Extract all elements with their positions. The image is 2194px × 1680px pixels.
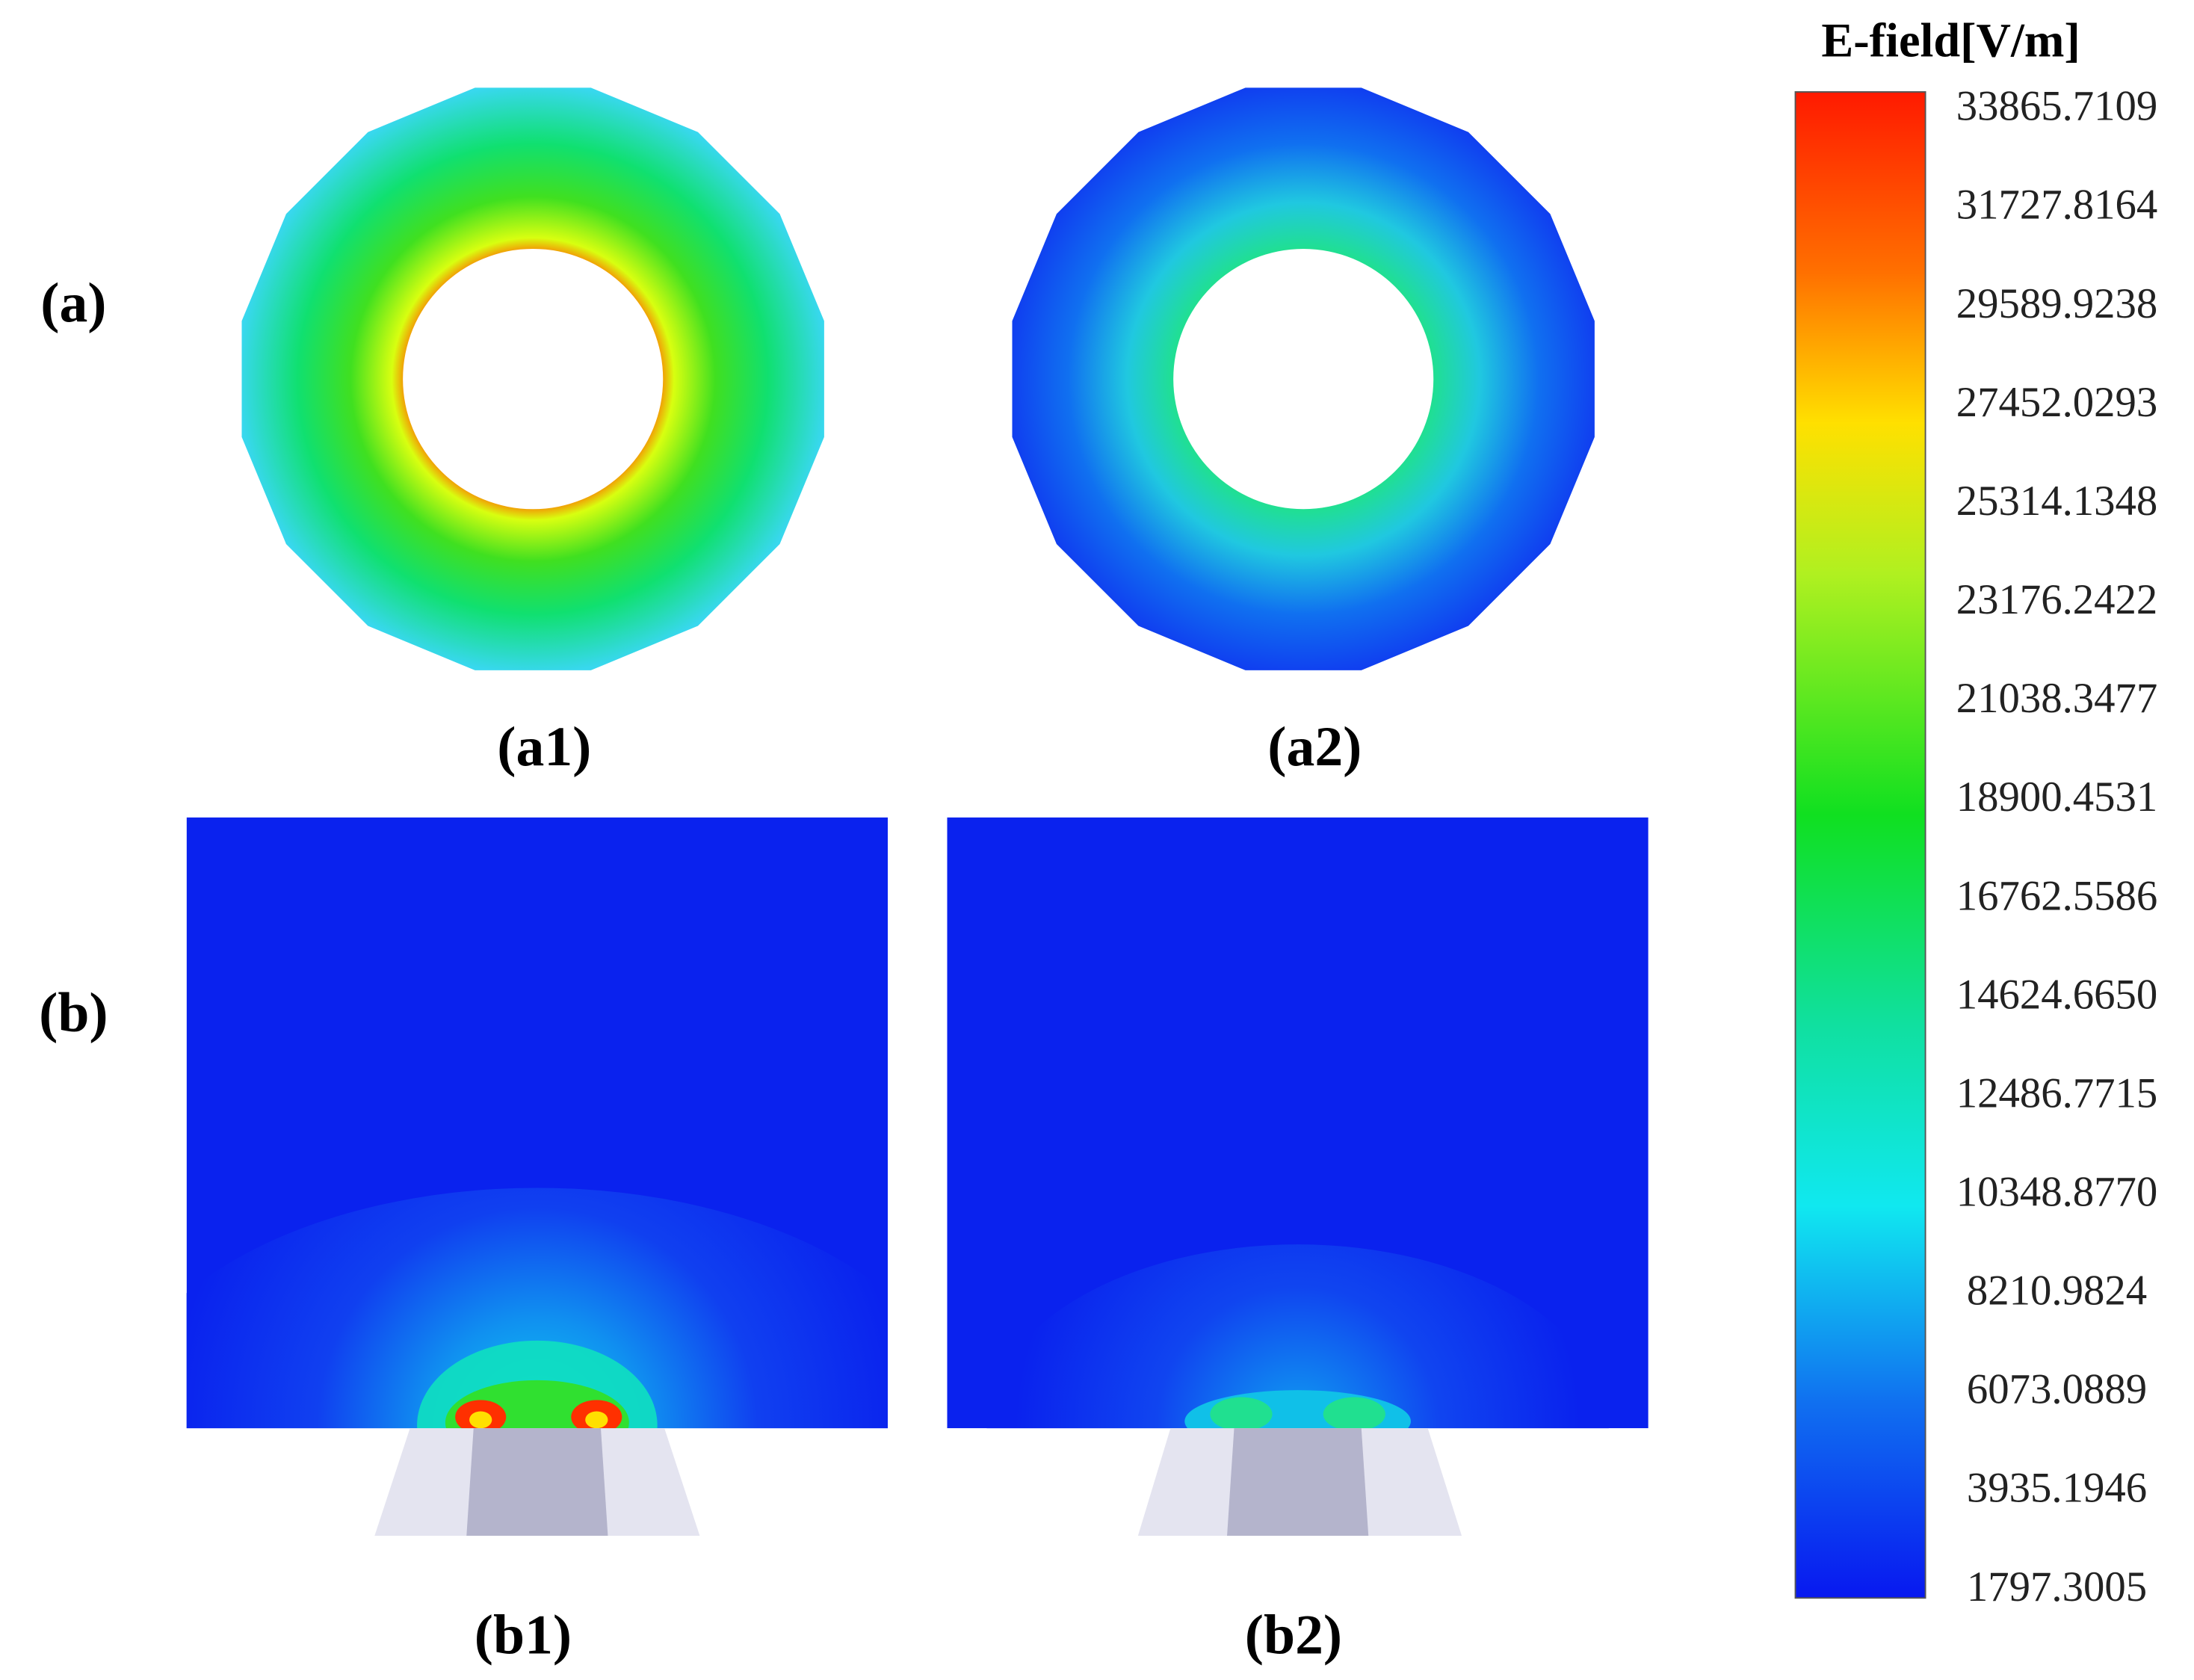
field-ring <box>1012 87 1595 670</box>
colorbar-label: 6073.0889 <box>1967 1366 2147 1413</box>
colorbar-label: 14624.6650 <box>1956 971 2158 1018</box>
colorbar-label: 1797.3005 <box>1967 1563 2147 1610</box>
colorbar-label: 16762.5586 <box>1956 872 2158 919</box>
row-label: (a) <box>40 272 106 334</box>
colorbar-label: 27452.0293 <box>1956 379 2158 426</box>
colorbar-label: 8210.9824 <box>1967 1267 2147 1315</box>
row-label: (b) <box>39 982 108 1044</box>
colorbar-label: 25314.1348 <box>1956 478 2158 525</box>
colorbar-label: 12486.7715 <box>1956 1069 2158 1117</box>
field-section <box>186 817 889 1429</box>
colorbar-label: 33865.7109 <box>1956 83 2158 130</box>
colorbar-label: 29589.9238 <box>1956 280 2158 327</box>
colorbar-label: 21038.3477 <box>1956 675 2158 722</box>
electrode <box>466 1428 608 1536</box>
colorbar-label: 18900.4531 <box>1956 773 2158 821</box>
colorbar-title: E-field[V/m] <box>1821 13 2080 67</box>
colorbar <box>1794 91 1926 1599</box>
panel-label: (a1) <box>497 716 591 778</box>
colorbar-label: 3935.1946 <box>1967 1465 2147 1512</box>
field-ring <box>241 87 824 670</box>
field-section <box>947 817 1648 1429</box>
panel-label: (b1) <box>475 1604 572 1666</box>
colorbar-label: 10348.8770 <box>1956 1168 2158 1215</box>
electrode <box>1227 1428 1369 1536</box>
colorbar-label: 23176.2422 <box>1956 576 2158 623</box>
panel-label: (b2) <box>1245 1604 1342 1666</box>
colorbar-labels: 33865.7109 31727.8164 29589.9238 27452.0293… <box>1956 83 2158 1610</box>
colorbar-label: 31727.8164 <box>1956 182 2158 229</box>
panel-label: (a2) <box>1267 716 1362 778</box>
